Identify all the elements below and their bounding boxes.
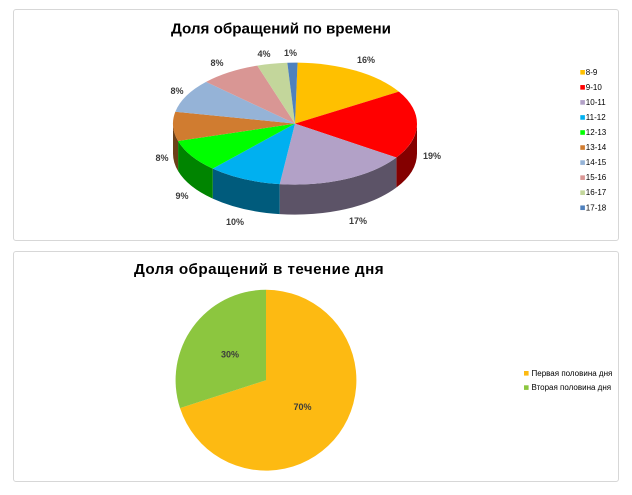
svg-text:12-13: 12-13 (586, 128, 607, 137)
svg-text:Первая половина дня: Первая половина дня (532, 369, 613, 378)
svg-text:Доля обращений в течение дня: Доля обращений в течение дня (134, 261, 384, 278)
svg-text:19%: 19% (423, 151, 441, 161)
svg-text:30%: 30% (221, 350, 239, 360)
svg-text:8-9: 8-9 (586, 68, 598, 77)
svg-text:Вторая половина дня: Вторая половина дня (532, 383, 612, 392)
svg-text:17-18: 17-18 (586, 203, 607, 212)
svg-text:11-12: 11-12 (586, 113, 606, 122)
svg-text:8%: 8% (170, 86, 183, 96)
svg-text:1%: 1% (284, 48, 297, 58)
svg-text:10-11: 10-11 (586, 98, 606, 107)
svg-text:10%: 10% (226, 217, 244, 227)
svg-text:8%: 8% (210, 58, 223, 68)
svg-text:70%: 70% (293, 402, 311, 412)
svg-text:9%: 9% (175, 191, 188, 201)
svg-text:15-16: 15-16 (586, 173, 607, 182)
svg-text:13-14: 13-14 (586, 143, 607, 152)
svg-text:17%: 17% (349, 216, 367, 226)
svg-text:14-15: 14-15 (586, 158, 607, 167)
svg-text:4%: 4% (257, 49, 270, 59)
svg-text:Доля обращений по времени: Доля обращений по времени (171, 21, 391, 38)
svg-text:8%: 8% (155, 153, 168, 163)
svg-text:16%: 16% (357, 55, 375, 65)
svg-text:9-10: 9-10 (586, 83, 603, 92)
svg-text:16-17: 16-17 (586, 188, 607, 197)
